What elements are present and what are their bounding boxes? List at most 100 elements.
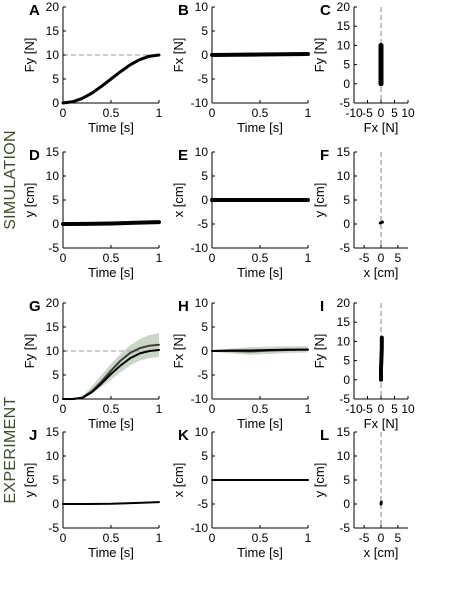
y-tick-label-a: 20 [46,0,60,14]
y-tick-label-d: 0 [52,217,59,231]
x-tick-label-k: 1 [305,531,312,545]
x-tick-label-l: 5 [395,531,402,545]
x-tick-label-e: 0 [209,251,216,265]
y-tick-label-i: 15 [337,315,351,329]
series-line-j-0 [62,501,160,505]
y-tick-label-i: 10 [337,334,351,348]
y-tick-label-g: 0 [52,392,59,406]
x-tick-label-i: -5 [362,402,373,416]
panel-e: E 0 0.5 1 -10 -5 0 5 10 Time [s] x [cm] [171,145,312,280]
y-axis-label-d: y [cm] [22,183,37,218]
y-tick-label-e: 5 [201,169,208,183]
y-tick-label-d: 15 [46,145,60,159]
panel-letter-f: F [320,147,329,164]
y-tick-label-a: 0 [52,96,59,110]
y-axis-label-l: y [cm] [312,463,327,498]
panel-letter-i: I [320,298,324,315]
y-tick-label-f: 0 [343,217,350,231]
y-tick-label-b: 0 [201,48,208,62]
x-axis-label-b: Time [s] [237,120,283,135]
series-line-h-1 [211,348,309,352]
series-line-a-0 [61,53,161,105]
y-tick-label-f: -5 [339,241,350,255]
y-tick-label-e: 0 [201,193,208,207]
y-axis-label-i: Fy [N] [312,334,327,369]
y-tick-label-l: 5 [343,473,350,487]
x-tick-label-k: 0 [209,531,216,545]
y-axis-label-e: x [cm] [171,183,186,218]
x-tick-label-b: 0 [209,106,216,120]
panel-letter-h: H [178,298,189,315]
x-tick-label-g: 0 [60,402,67,416]
x-tick-label-e: 0.5 [252,251,269,265]
y-tick-label-e: -10 [191,241,209,255]
series-line-g-1 [62,349,160,400]
x-tick-label-j: 0.5 [103,531,120,545]
y-tick-label-l: -5 [339,521,350,535]
y-tick-label-h: -10 [191,392,209,406]
y-axis-label-f: y [cm] [312,183,327,218]
y-tick-label-l: 15 [337,425,351,439]
y-axis-label-a: Fy [N] [22,38,37,73]
x-tick-label-e: 1 [305,251,312,265]
x-tick-label-d: 0 [60,251,67,265]
series-line-d-0 [61,220,161,226]
y-tick-label-k: 5 [201,449,208,463]
y-tick-label-c: 10 [337,38,351,52]
row-label-experiment: EXPERIMENT [2,396,19,503]
x-tick-label-k: 0.5 [252,531,269,545]
y-tick-label-c: 15 [337,19,351,33]
y-tick-label-i: 5 [343,354,350,368]
x-tick-label-d: 1 [156,251,163,265]
x-tick-label-l: -5 [359,531,370,545]
panel-letter-d: D [29,147,40,164]
y-axis-label-c: Fy [N] [312,38,327,73]
x-tick-label-i: -10 [345,402,363,416]
y-tick-label-k: 0 [201,473,208,487]
y-tick-label-c: 20 [337,0,351,14]
y-tick-label-a: 5 [52,72,59,86]
x-axis-label-j: Time [s] [88,545,134,560]
y-tick-label-g: 20 [46,296,60,310]
y-axis-label-g: Fy [N] [22,334,37,369]
x-tick-label-j: 0 [60,531,67,545]
x-tick-label-g: 1 [156,402,163,416]
x-axis-label-d: Time [s] [88,265,134,280]
x-axis-label-f: x [cm] [364,265,399,280]
y-tick-label-c: -5 [339,96,350,110]
panel-letter-k: K [178,427,189,444]
panel-letter-c: C [320,2,331,19]
x-tick-label-a: 1 [156,106,163,120]
x-tick-label-j: 1 [156,531,163,545]
panel-letter-g: G [29,298,41,315]
x-axis-label-g: Time [s] [88,416,134,431]
y-tick-label-j: 10 [46,449,60,463]
y-tick-label-i: 20 [337,296,351,310]
y-tick-label-d: -5 [48,241,59,255]
x-axis-label-h: Time [s] [237,416,283,431]
y-axis-label-j: y [cm] [22,463,37,498]
y-tick-label-j: 15 [46,425,60,439]
x-tick-label-c: 10 [401,106,415,120]
y-tick-label-d: 10 [46,169,60,183]
y-tick-label-k: -5 [197,497,208,511]
y-axis-label-k: x [cm] [171,463,186,498]
x-tick-label-i: 5 [391,402,398,416]
y-tick-label-b: 10 [195,0,209,14]
y-tick-label-h: -5 [197,368,208,382]
series-line-f-0 [378,220,384,225]
series-line-b-0 [210,52,310,57]
x-tick-label-g: 0.5 [103,402,120,416]
y-tick-label-f: 5 [343,193,350,207]
x-tick-label-i: 0 [378,402,385,416]
y-tick-label-c: 0 [343,77,350,91]
y-tick-label-h: 10 [195,296,209,310]
panel-letter-j: J [29,427,37,444]
